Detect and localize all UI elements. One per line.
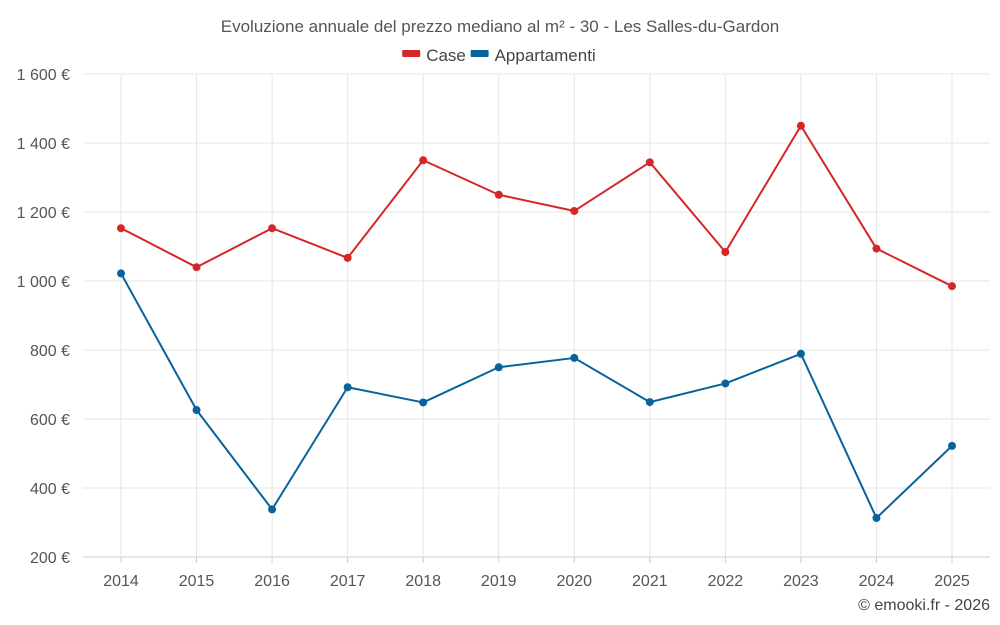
x-tick-label: 2015 [179, 573, 215, 590]
x-tick-label: 2014 [103, 573, 139, 590]
data-point-appartamenti [268, 505, 277, 514]
series-line-appartamenti [120, 272, 953, 520]
x-tick-label: 2016 [254, 573, 290, 590]
data-point-case [192, 263, 201, 272]
data-point-case [872, 244, 881, 253]
x-tick-label: 2024 [859, 573, 895, 590]
y-tick-label: 400 € [30, 481, 70, 498]
x-tick-label: 2018 [405, 573, 441, 590]
y-tick-label: 1 600 € [17, 67, 70, 84]
data-point-case [796, 121, 805, 130]
data-point-case [494, 190, 503, 199]
legend-label: Case [426, 46, 466, 65]
chart-title: Evoluzione annuale del prezzo mediano al… [221, 17, 779, 36]
data-point-appartamenti [494, 363, 503, 372]
x-tick-label: 2017 [330, 573, 366, 590]
y-tick-label: 600 € [30, 412, 70, 429]
y-tick-label: 1 200 € [17, 205, 70, 222]
series-line-case [120, 124, 953, 288]
y-tick-label: 800 € [30, 343, 70, 360]
x-axis: 2014 2015 2016 2017 2018 2019 2020 2021 2022 2023… [103, 557, 970, 590]
data-point-appartamenti [570, 353, 579, 362]
x-tick-label: 2022 [708, 573, 744, 590]
data-point-appartamenti [419, 398, 428, 407]
data-point-appartamenti [796, 349, 805, 358]
x-tick-label: 2020 [556, 573, 592, 590]
data-point-case [721, 248, 730, 257]
y-axis: 200 € 400 € 600 € 800 € 1 000 € 1 200 € 1 400 … [17, 67, 70, 567]
data-point-appartamenti [872, 514, 881, 523]
legend: Case Appartamenti [402, 46, 596, 65]
legend-item-case: Case [402, 46, 466, 65]
legend-swatch [402, 50, 421, 57]
y-tick-label: 1 400 € [17, 136, 70, 153]
data-point-case [645, 158, 654, 167]
legend-swatch [470, 50, 489, 57]
data-point-appartamenti [948, 441, 956, 450]
x-tick-label: 2019 [481, 573, 517, 590]
data-point-case [117, 224, 125, 233]
y-tick-label: 200 € [30, 550, 70, 567]
data-point-appartamenti [117, 269, 125, 278]
data-point-case [948, 282, 956, 291]
data-point-appartamenti [645, 398, 654, 407]
data-point-appartamenti [192, 406, 201, 415]
data-point-case [343, 253, 352, 262]
x-tick-label: 2023 [783, 573, 819, 590]
x-tick-label: 2025 [934, 573, 970, 590]
legend-label: Appartamenti [495, 46, 596, 65]
series-layer [117, 121, 956, 523]
y-tick-label: 1 000 € [17, 274, 70, 291]
data-point-case [570, 206, 579, 215]
data-point-case [268, 224, 277, 233]
data-point-appartamenti [343, 383, 352, 392]
grid [83, 73, 990, 558]
credit-text: © emooki.fr - 2026 [858, 597, 990, 614]
data-point-appartamenti [721, 379, 730, 388]
x-tick-label: 2021 [632, 573, 668, 590]
legend-item-appartamenti: Appartamenti [470, 46, 596, 65]
data-point-case [419, 156, 428, 165]
